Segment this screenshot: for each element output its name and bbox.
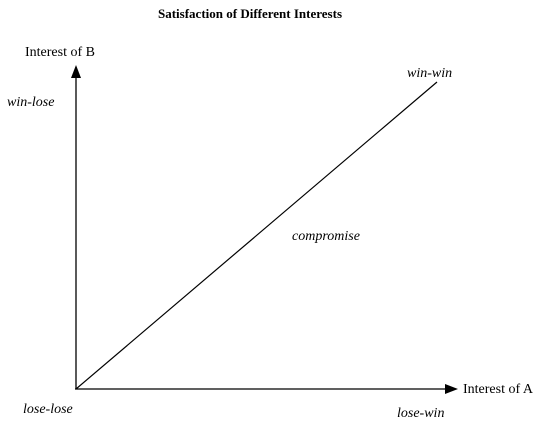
x-axis-arrow: [445, 384, 458, 394]
region-label: lose-lose: [23, 402, 73, 417]
region-label: win-win: [407, 66, 452, 81]
y-axis-arrow: [71, 65, 81, 78]
region-label: compromise: [292, 229, 360, 244]
diagram-title: Satisfaction of Different Interests: [158, 6, 342, 21]
x-axis-label: Interest of A: [463, 382, 534, 397]
diagonal: [75, 81, 438, 390]
y-axis-label: Interest of B: [25, 45, 95, 60]
region-label: win-lose: [7, 95, 54, 110]
region-label: lose-win: [397, 406, 444, 421]
